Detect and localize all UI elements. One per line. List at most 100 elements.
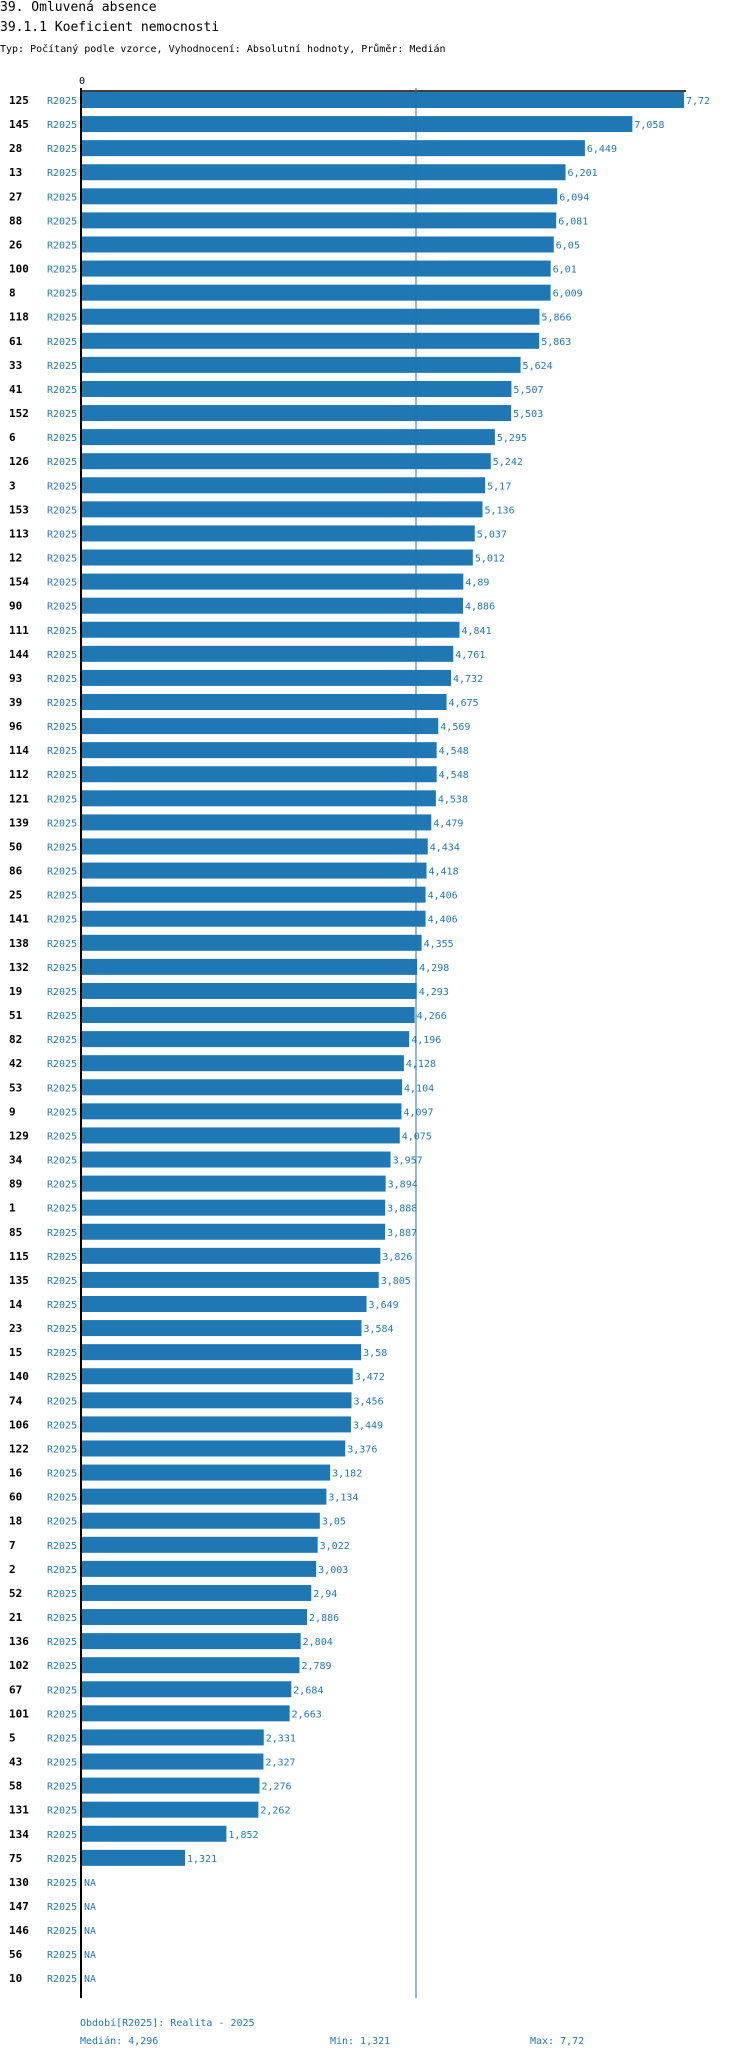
value-label: NA <box>84 1878 96 1889</box>
bar-row: 132 R2025 4,298 <box>9 958 449 975</box>
period-label: R2025 <box>47 1059 77 1070</box>
category-label: 33 <box>9 359 22 372</box>
period-label: R2025 <box>47 674 77 685</box>
value-label: 3,376 <box>347 1444 377 1455</box>
period-label: R2025 <box>47 1420 77 1431</box>
bar <box>82 1079 403 1096</box>
value-label: 7,058 <box>634 120 664 131</box>
category-label: 125 <box>9 94 29 107</box>
value-label: 4,293 <box>419 987 449 998</box>
period-label: R2025 <box>47 1709 77 1720</box>
period-label: R2025 <box>47 1950 77 1961</box>
category-label: 18 <box>9 1515 22 1528</box>
period-label: R2025 <box>47 1517 77 1528</box>
category-label: 100 <box>9 263 29 276</box>
category-label: 10 <box>9 1972 22 1985</box>
footer-period: Období[R2025]: Realita - 2025 <box>80 2018 255 2029</box>
value-label: 4,538 <box>438 794 468 805</box>
value-label: 6,201 <box>568 168 598 179</box>
bar-row: 93 R2025 4,732 <box>9 669 483 686</box>
bar-row: 50 R2025 4,434 <box>9 838 460 855</box>
period-label: R2025 <box>47 1444 77 1455</box>
category-label: 129 <box>9 1129 29 1142</box>
value-label: 4,89 <box>465 578 489 589</box>
value-label: 4,841 <box>461 626 491 637</box>
bar <box>82 814 432 831</box>
bar-row: 147 R2025 NA <box>9 1900 96 1913</box>
period-label: R2025 <box>47 1276 77 1287</box>
bar <box>82 116 633 133</box>
period-label: R2025 <box>47 818 77 829</box>
bar-row: 56 R2025 NA <box>9 1948 96 1961</box>
category-label: 53 <box>9 1081 22 1094</box>
value-label: 2,789 <box>301 1661 331 1672</box>
bar <box>82 1055 404 1072</box>
period-label: R2025 <box>47 698 77 709</box>
category-label: 41 <box>9 383 23 396</box>
period-label: R2025 <box>47 1469 77 1480</box>
value-label: NA <box>84 1950 96 1961</box>
value-label: 2,804 <box>303 1637 333 1648</box>
category-label: 15 <box>9 1346 22 1359</box>
bar <box>82 1223 386 1240</box>
category-label: 132 <box>9 961 29 974</box>
period-label: R2025 <box>47 1637 77 1648</box>
category-label: 34 <box>9 1154 23 1167</box>
value-label: 4,732 <box>453 674 483 685</box>
bar <box>82 429 495 446</box>
period-label: R2025 <box>47 987 77 998</box>
value-label: 4,434 <box>430 842 460 853</box>
bar-row: 61 R2025 5,863 <box>9 332 571 349</box>
bar-row: 18 R2025 3,05 <box>9 1512 346 1529</box>
bar-row: 42 R2025 4,128 <box>9 1055 436 1072</box>
period-label: R2025 <box>47 265 77 276</box>
bar-row: 140 R2025 3,472 <box>9 1368 385 1385</box>
period-label: R2025 <box>47 842 77 853</box>
bar-row: 131 R2025 2,262 <box>9 1801 290 1818</box>
category-label: 8 <box>9 287 16 300</box>
bar-row: 106 R2025 3,449 <box>9 1416 383 1433</box>
footer-min: Min: 1,321 <box>330 2036 391 2047</box>
value-label: 4,418 <box>429 867 459 878</box>
bar-row: 34 R2025 3,957 <box>9 1151 423 1168</box>
value-label: 2,886 <box>309 1613 339 1624</box>
category-label: 67 <box>9 1683 22 1696</box>
value-label: 5,17 <box>487 481 511 492</box>
bar <box>82 1825 227 1842</box>
category-label: 154 <box>9 576 29 589</box>
value-label: 4,266 <box>417 1011 447 1022</box>
category-label: 12 <box>9 552 22 565</box>
value-label: 2,684 <box>293 1685 323 1696</box>
bar <box>82 405 512 422</box>
period-label: R2025 <box>47 1661 77 1672</box>
bar <box>82 332 540 349</box>
value-label: 4,128 <box>406 1059 436 1070</box>
bar-row: 41 R2025 5,507 <box>9 380 544 397</box>
bar-row: 14 R2025 3,649 <box>9 1296 399 1312</box>
bar <box>82 718 439 735</box>
bar <box>82 1440 346 1457</box>
bar <box>82 477 486 494</box>
bar-row: 154 R2025 4,89 <box>9 573 489 590</box>
category-label: 56 <box>9 1948 23 1961</box>
period-label: R2025 <box>47 1782 77 1793</box>
category-label: 86 <box>9 865 23 878</box>
bar-row: 135 R2025 3,805 <box>9 1271 411 1288</box>
bar <box>82 1344 362 1361</box>
indicator-subtitle: 39.1.1 Koeficient nemocnosti <box>0 20 220 35</box>
value-label: 3,957 <box>393 1156 423 1167</box>
value-label: 5,503 <box>513 409 543 420</box>
category-label: 14 <box>9 1298 23 1311</box>
value-label: 6,081 <box>558 216 588 227</box>
value-label: 3,584 <box>363 1324 393 1335</box>
bar <box>82 188 558 205</box>
bar-row: 113 R2025 5,037 <box>9 525 507 542</box>
bar <box>82 1512 320 1529</box>
category-label: 115 <box>9 1250 29 1263</box>
bar-row: 118 R2025 5,866 <box>9 308 572 325</box>
bar-row: 25 R2025 4,406 <box>9 886 458 903</box>
bar-row: 28 R2025 6,449 <box>9 140 617 157</box>
period-label: R2025 <box>47 505 77 516</box>
bar-row: 115 R2025 3,826 <box>9 1247 412 1264</box>
